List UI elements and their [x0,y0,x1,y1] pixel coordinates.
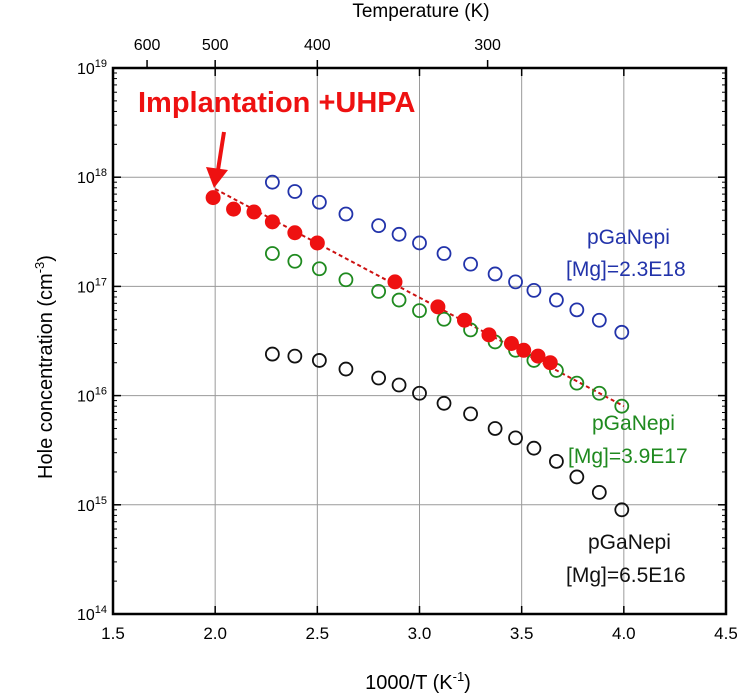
data-point-series-2 [287,184,303,199]
data-point-series-4 [569,469,585,485]
data-point-series-1 [481,327,497,343]
top-axis-title: Temperature (K) [352,1,489,22]
data-point-series-3 [287,253,303,269]
data-point-series-2 [391,226,407,242]
data-point-series-2 [591,312,607,328]
data-point-series-1 [246,204,262,220]
data-point-series-1 [287,225,303,241]
top-tick-label: 500 [202,37,229,54]
x-tick-label: 1.5 [101,624,125,643]
data-point-series-4 [412,385,427,401]
data-point-series-3 [614,398,630,414]
data-point-series-3 [412,303,427,319]
data-point-series-2 [338,206,354,222]
data-point-series-1 [456,312,472,328]
annotation-blue-line2: [Mg]=2.3E18 [566,258,686,281]
data-point-series-2 [526,282,542,298]
grid-lines [113,68,726,614]
top-tick-label: 300 [474,37,501,54]
data-point-series-1 [309,235,325,251]
x-tick-label: 3.5 [510,624,534,643]
data-point-series-2 [508,274,523,290]
y-tick-label: 1017 [77,276,107,296]
data-point-series-3 [338,272,354,288]
data-point-series-4 [371,370,387,386]
annotation-green-line1: pGaNepi [592,412,675,435]
x-tick-label: 2.0 [203,624,227,643]
data-point-series-4 [591,484,607,500]
data-point-series-4 [463,406,478,422]
data-point-series-1 [264,214,280,230]
fit-line-group [214,188,625,408]
data-point-series-3 [591,385,607,401]
x-tick-label: 4.0 [612,624,636,643]
y-tick-label: 1014 [77,604,107,624]
data-point-series-4 [338,361,354,377]
x-tick-label: 3.0 [408,624,432,643]
y-tick-label: 1016 [77,386,107,406]
data-point-series-2 [569,302,585,318]
y-tick-label: 1018 [77,167,107,187]
data-point-series-1 [503,335,519,351]
data-points [205,174,630,518]
data-point-series-3 [569,375,585,391]
data-point-series-4 [614,502,630,518]
data-point-series-1 [205,190,221,206]
data-point-series-4 [264,346,280,362]
data-point-series-2 [264,174,280,190]
data-point-series-1 [516,342,532,358]
data-point-series-2 [412,235,427,251]
data-point-series-2 [614,324,630,340]
top-tick-label: 400 [304,37,331,54]
data-point-series-2 [549,292,564,308]
data-point-series-3 [264,246,280,261]
data-point-series-1 [530,348,546,364]
data-point-series-4 [436,395,452,411]
data-point-series-1 [430,299,446,315]
y-tick-label: 1019 [77,58,107,78]
data-point-series-4 [311,353,327,368]
annotation-implantation: Implantation +UHPA [138,87,415,119]
top-tick-label: 600 [134,37,161,54]
annotation-arrow-shaft [216,131,226,171]
x-tick-label: 4.5 [714,624,737,643]
annotation-arrow-head [206,167,228,188]
axis-ticks [112,60,727,615]
data-point-series-1 [387,274,403,290]
annotation-black-line2: [Mg]=6.5E16 [566,564,686,587]
axis-labels: 1.5 2.0 2.5 3.0 3.5 4.0 4.5 1014 1015 1016 1017 101… [77,37,737,643]
data-point-series-2 [487,266,503,282]
data-point-series-4 [487,421,503,436]
data-point-series-3 [391,292,407,308]
annotation-black-line1: pGaNepi [588,531,671,554]
annotation-green-line2: [Mg]=3.9E17 [568,445,688,468]
data-point-series-2 [371,218,387,234]
data-point-series-3 [436,311,452,327]
data-point-series-1 [542,355,558,371]
data-point-series-4 [526,440,542,456]
y-tick-label: 1015 [77,495,107,515]
data-point-series-2 [311,194,327,210]
data-point-series-3 [371,283,387,299]
data-point-series-1 [226,201,242,217]
data-point-series-4 [287,348,303,364]
x-tick-label: 2.5 [306,624,330,643]
data-point-series-3 [311,261,327,277]
data-point-series-2 [436,246,452,261]
fit-line [214,188,625,408]
data-point-series-4 [549,453,564,469]
x-axis-title: 1000/T (K-1) [365,669,471,694]
data-point-series-4 [508,430,523,446]
data-point-series-2 [463,256,478,272]
data-point-series-4 [391,377,407,393]
y-axis-title: Hole concentration (cm-3) [32,255,57,479]
annotation-blue-line1: pGaNepi [587,226,670,249]
